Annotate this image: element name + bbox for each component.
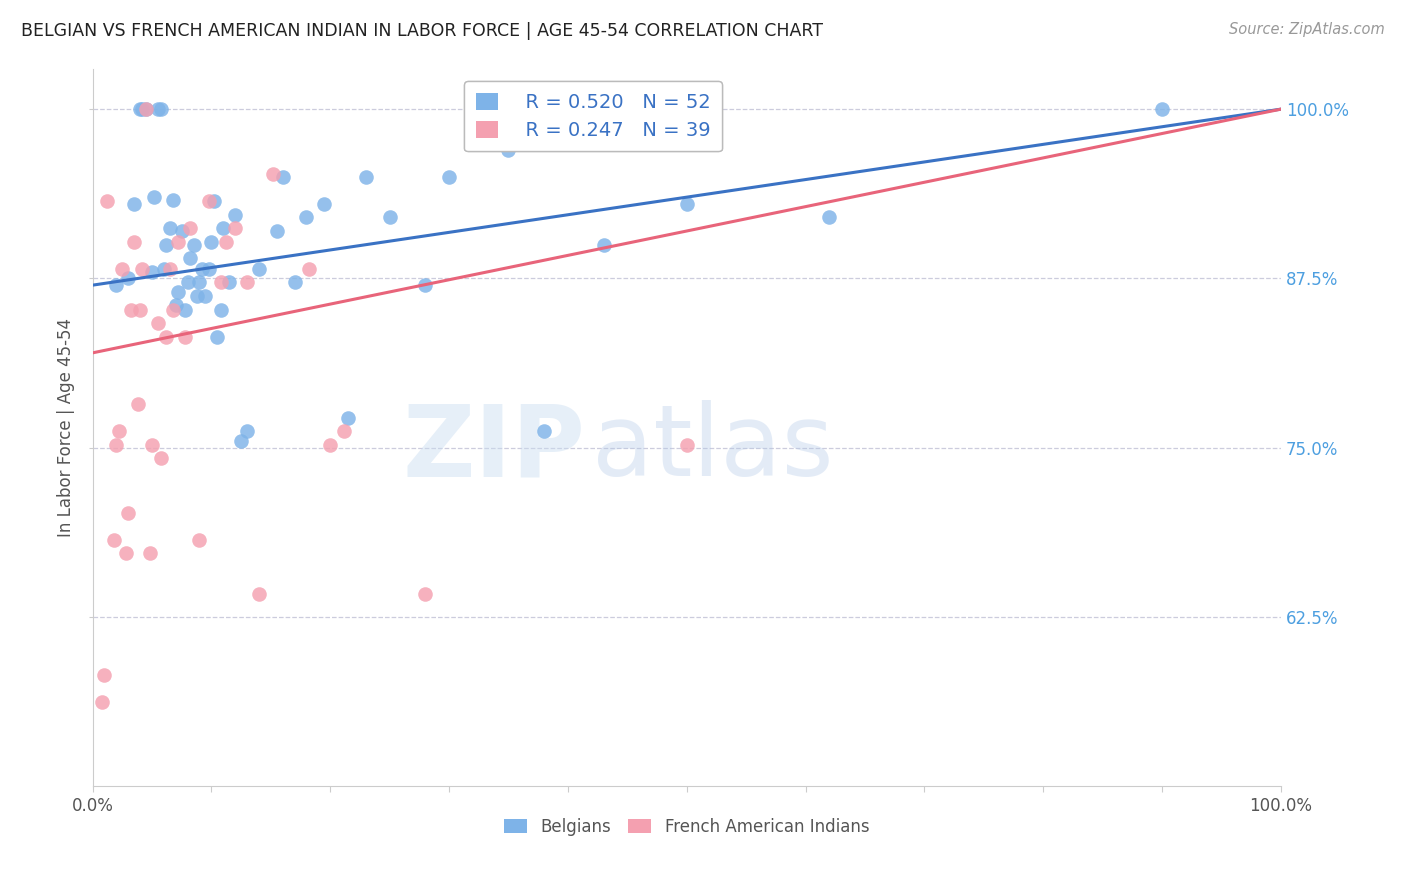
Point (162, 302, 184, 317)
Point (688, 102, 710, 116)
Point (155, 329, 177, 343)
Text: atlas: atlas (592, 401, 834, 498)
Point (129, 102, 152, 116)
Legend:   R = 0.520   N = 52,   R = 0.247   N = 39: R = 0.520 N = 52, R = 0.247 N = 39 (464, 81, 723, 152)
Point (105, 438, 128, 452)
Point (218, 276, 240, 290)
Point (295, 211, 318, 225)
Point (146, 316, 169, 330)
Point (224, 221, 246, 235)
Point (167, 235, 190, 249)
Point (266, 224, 288, 238)
Point (135, 102, 157, 116)
Point (675, 438, 697, 452)
Point (183, 237, 205, 252)
Point (437, 169, 460, 184)
Point (818, 211, 841, 225)
Point (91, 695, 114, 709)
Text: BELGIAN VS FRENCH AMERICAN INDIAN IN LABOR FORCE | AGE 45-54 CORRELATION CHART: BELGIAN VS FRENCH AMERICAN INDIAN IN LAB… (21, 22, 823, 40)
Point (120, 302, 142, 317)
Point (131, 261, 153, 276)
Point (170, 224, 193, 238)
Point (284, 276, 307, 290)
Point (186, 289, 208, 303)
Point (675, 197, 697, 211)
Point (533, 425, 555, 439)
Point (105, 278, 128, 293)
Point (103, 533, 125, 547)
Point (229, 434, 252, 448)
Point (271, 169, 294, 184)
Point (111, 261, 134, 276)
Point (107, 425, 129, 439)
Point (202, 194, 225, 209)
Text: ZIP: ZIP (404, 401, 586, 498)
Point (155, 237, 177, 252)
Point (209, 276, 232, 290)
Point (141, 265, 163, 279)
Point (298, 261, 321, 276)
Point (319, 438, 342, 452)
Point (153, 261, 176, 276)
Point (314, 197, 336, 211)
Point (122, 235, 145, 249)
Point (114, 546, 136, 560)
Point (224, 208, 246, 222)
Point (159, 221, 181, 235)
Point (96, 194, 118, 209)
Point (188, 276, 211, 290)
Point (236, 425, 259, 439)
Point (146, 102, 169, 116)
Point (135, 102, 157, 116)
Point (174, 302, 197, 317)
Y-axis label: In Labor Force | Age 45-54: In Labor Force | Age 45-54 (58, 318, 75, 537)
Point (413, 587, 436, 601)
Point (1152, 102, 1174, 116)
Point (138, 546, 160, 560)
Point (174, 329, 197, 343)
Point (179, 221, 201, 235)
Point (188, 533, 211, 547)
Point (214, 235, 236, 249)
Point (117, 271, 139, 285)
Point (200, 235, 222, 249)
Point (117, 506, 139, 520)
Point (179, 251, 201, 265)
Point (159, 261, 181, 276)
Text: Source: ZipAtlas.com: Source: ZipAtlas.com (1229, 22, 1385, 37)
Point (247, 587, 270, 601)
Point (143, 190, 166, 204)
Point (337, 410, 360, 425)
Point (162, 193, 184, 207)
Point (333, 425, 356, 439)
Point (236, 276, 259, 290)
Point (122, 197, 145, 211)
Point (212, 221, 235, 235)
Point (247, 261, 270, 276)
Point (262, 167, 284, 181)
Point (378, 211, 401, 225)
Point (167, 285, 190, 299)
Point (127, 397, 149, 411)
Point (198, 194, 221, 209)
Point (191, 261, 214, 276)
Point (354, 169, 377, 184)
Point (198, 261, 221, 276)
Point (176, 276, 198, 290)
Point (150, 102, 173, 116)
Point (93, 668, 115, 682)
Point (498, 143, 520, 157)
Point (209, 302, 232, 317)
Point (592, 237, 614, 252)
Point (165, 298, 187, 312)
Point (413, 278, 436, 293)
Point (194, 289, 217, 303)
Point (131, 102, 153, 116)
Point (141, 438, 163, 452)
Point (207, 329, 229, 343)
Point (150, 451, 173, 466)
Point (129, 302, 152, 317)
